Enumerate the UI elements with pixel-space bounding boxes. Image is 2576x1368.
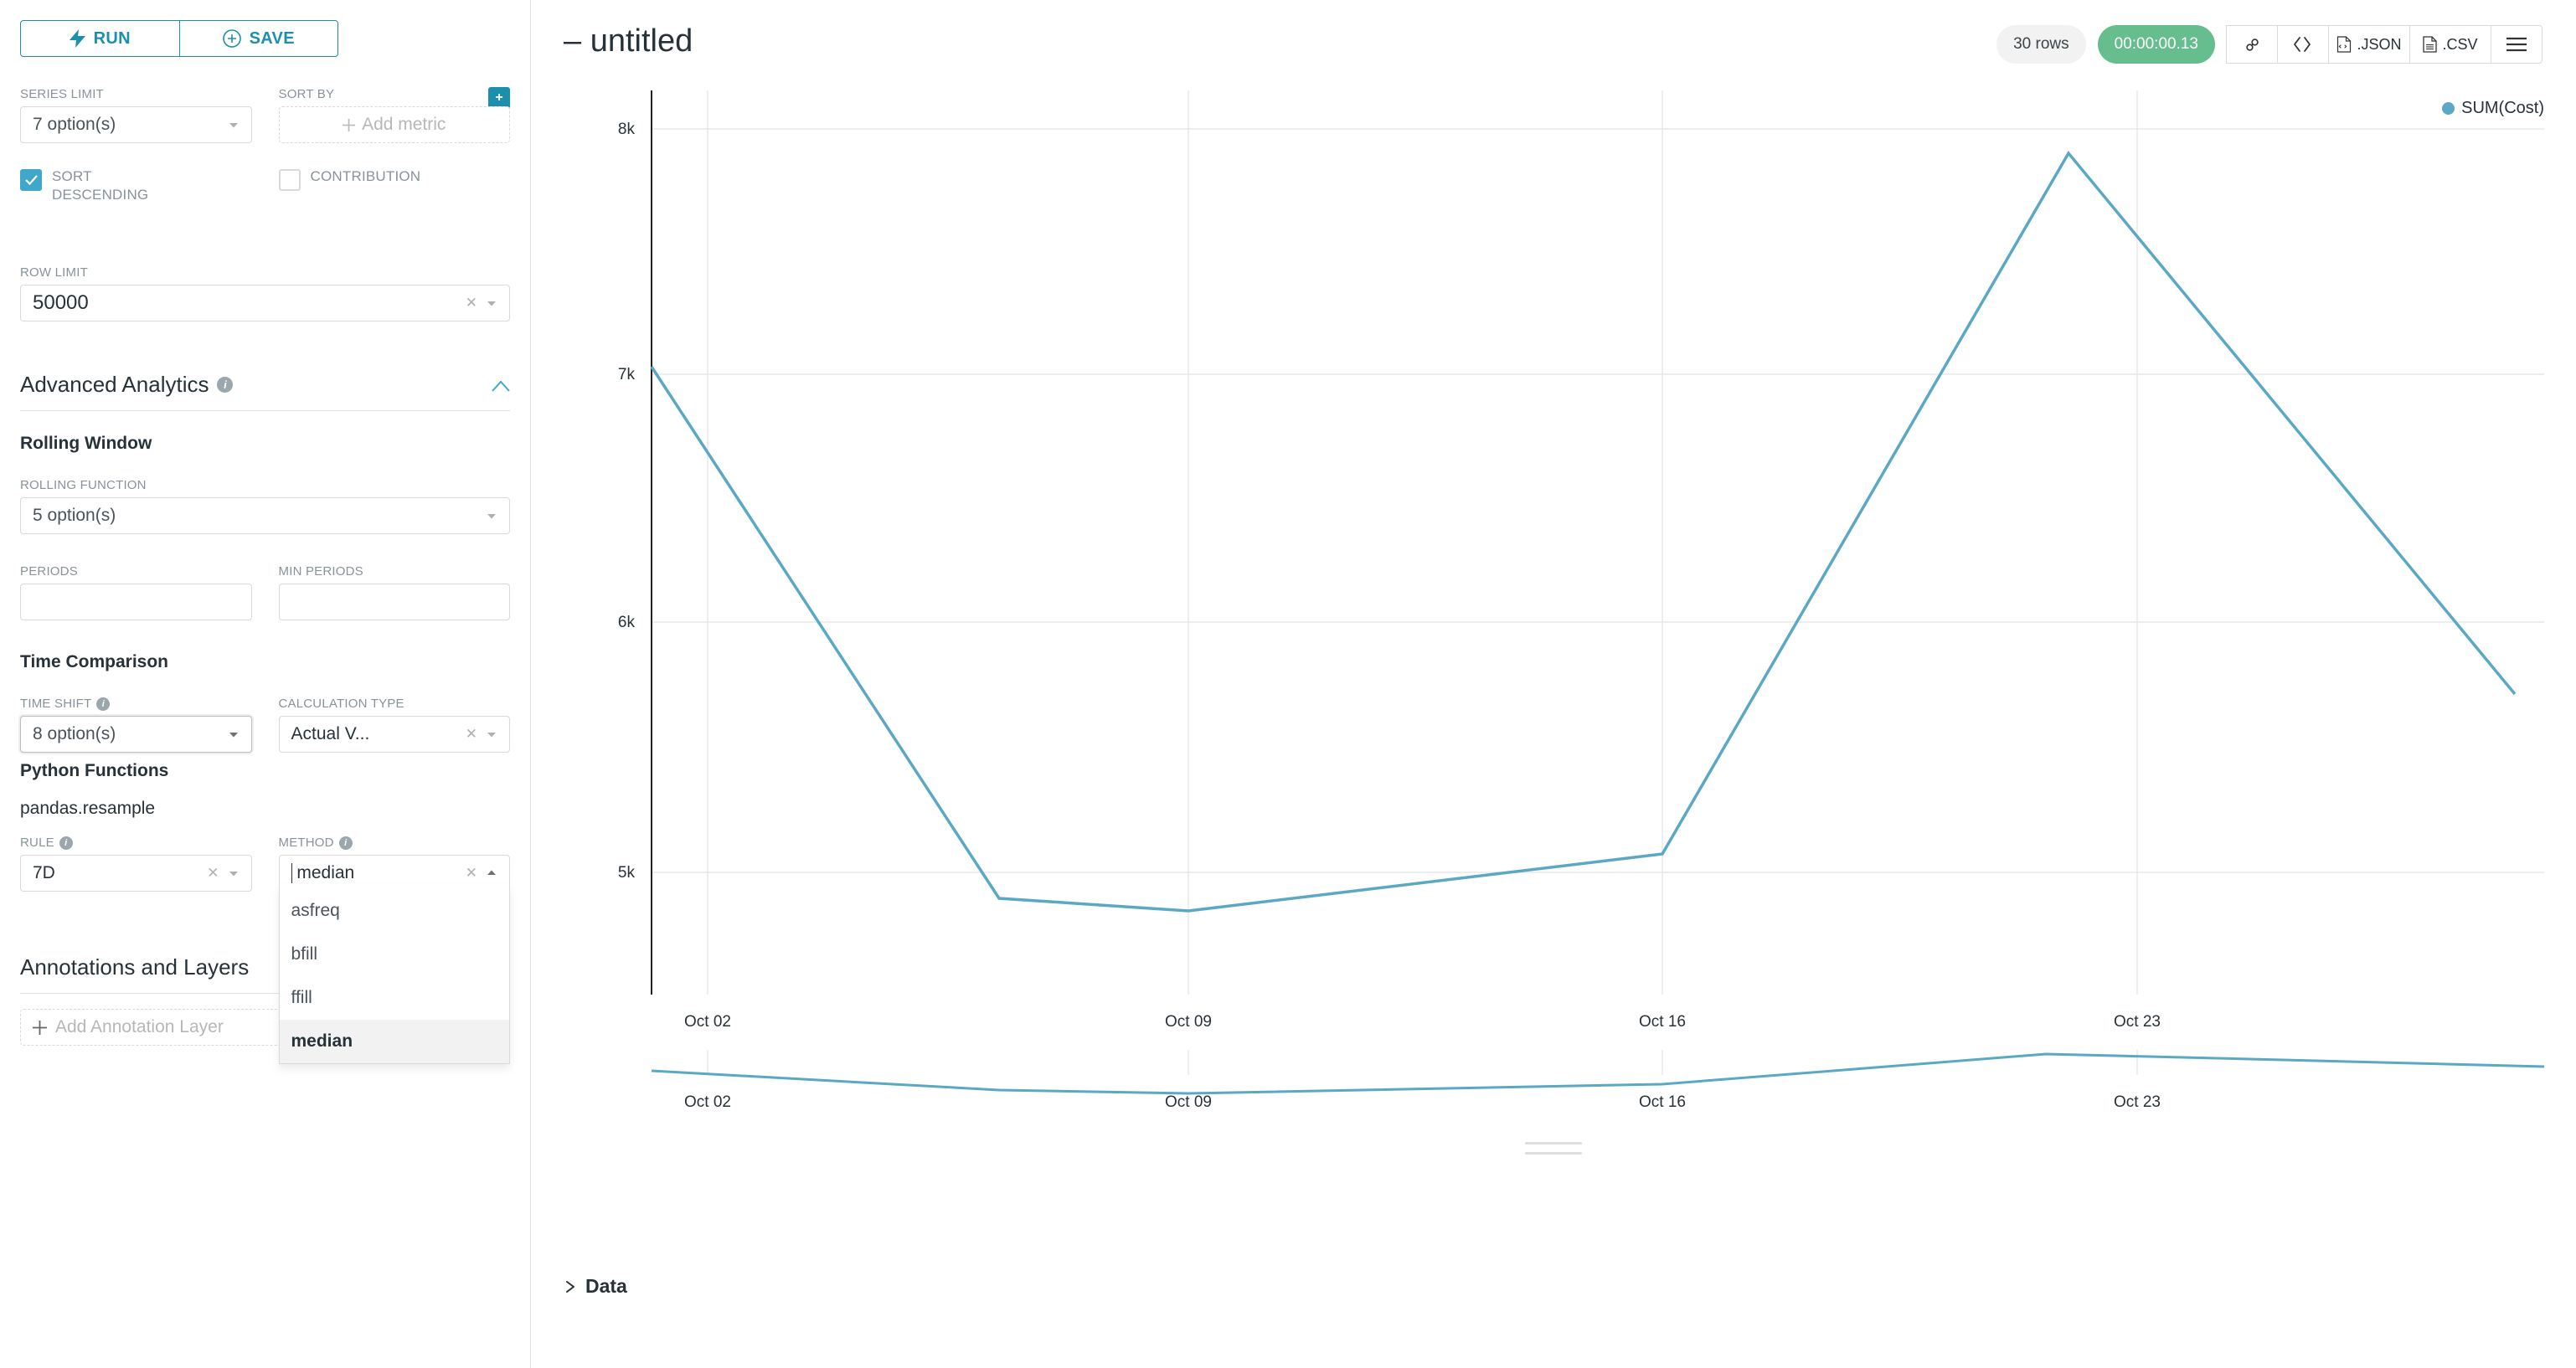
svg-text:7k: 7k [618,366,636,383]
svg-text:8k: 8k [618,121,636,138]
svg-text:Oct 16: Oct 16 [1639,1013,1686,1031]
svg-text:Oct 09: Oct 09 [1165,1013,1212,1031]
svg-text:6k: 6k [618,614,636,631]
svg-text:Oct 02: Oct 02 [684,1093,731,1111]
svg-text:Oct 23: Oct 23 [2114,1093,2161,1111]
svg-text:Oct 09: Oct 09 [1165,1093,1212,1111]
svg-text:5k: 5k [618,864,636,882]
svg-text:Oct 23: Oct 23 [2114,1013,2161,1031]
svg-text:Oct 02: Oct 02 [684,1013,731,1031]
svg-text:Oct 16: Oct 16 [1639,1093,1686,1111]
